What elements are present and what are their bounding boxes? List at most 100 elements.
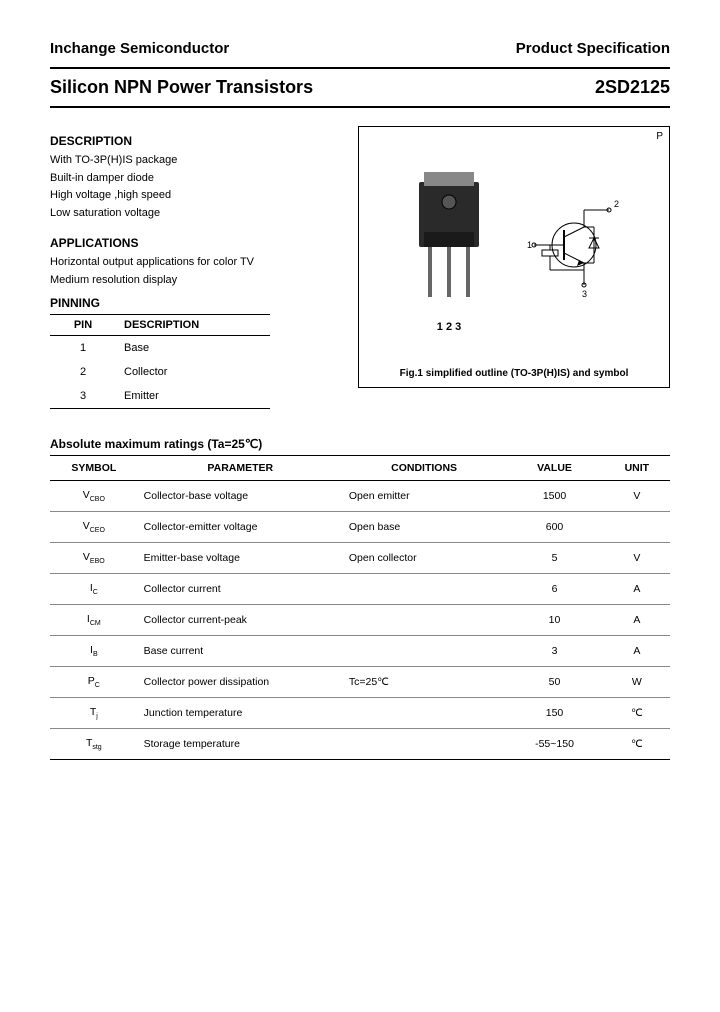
description-head: DESCRIPTION: [50, 134, 348, 148]
col-value: VALUE: [505, 455, 603, 480]
figure-caption: Fig.1 simplified outline (TO-3P(H)IS) an…: [359, 368, 669, 379]
corner-mark: P: [656, 131, 663, 142]
ratings-row: ICCollector current 6A: [50, 573, 670, 604]
desc-col-head: DESCRIPTION: [116, 314, 270, 335]
rating-param: Collector current: [138, 573, 343, 604]
ratings-row: PCCollector power dissipationTc=25℃50W: [50, 667, 670, 698]
rating-value: 50: [505, 667, 603, 698]
rating-param: Collector power dissipation: [138, 667, 343, 698]
ratings-row: TjJunction temperature 150℃: [50, 698, 670, 729]
ratings-row: VCEOCollector-emitter voltageOpen base60…: [50, 511, 670, 542]
rating-cond: [343, 729, 505, 760]
rating-unit: V: [604, 480, 670, 511]
rating-symbol: IC: [50, 573, 138, 604]
desc-item: Low saturation voltage: [50, 205, 348, 223]
doc-type: Product Specification: [516, 40, 670, 57]
terminal-2-label: 2: [614, 199, 619, 209]
rating-value: 5: [505, 542, 603, 573]
rating-param: Collector-emitter voltage: [138, 511, 343, 542]
rating-unit: A: [604, 604, 670, 635]
transistor-symbol-icon: 1 2 3: [524, 190, 624, 300]
rating-unit: [604, 511, 670, 542]
description-list: With TO-3P(H)IS package Built-in damper …: [50, 152, 348, 222]
part-number: 2SD2125: [595, 77, 670, 98]
applications-head: APPLICATIONS: [50, 236, 348, 250]
pin-desc: Collector: [116, 360, 270, 384]
pin-num: 1: [50, 335, 116, 360]
rating-unit: V: [604, 542, 670, 573]
rating-cond: [343, 698, 505, 729]
rating-cond: Open base: [343, 511, 505, 542]
pin-desc: Emitter: [116, 384, 270, 409]
rating-cond: Open collector: [343, 542, 505, 573]
terminal-1-label: 1: [527, 240, 532, 250]
rating-value: 600: [505, 511, 603, 542]
top-content: DESCRIPTION With TO-3P(H)IS package Buil…: [50, 126, 670, 409]
datasheet-page: Inchange Semiconductor Product Specifica…: [0, 0, 720, 800]
ratings-table: SYMBOL PARAMETER CONDITIONS VALUE UNIT V…: [50, 455, 670, 761]
ratings-row: VEBOEmitter-base voltageOpen collector5V: [50, 542, 670, 573]
rating-value: 3: [505, 636, 603, 667]
rating-symbol: ICM: [50, 604, 138, 635]
rating-value: 150: [505, 698, 603, 729]
applications-list: Horizontal output applications for color…: [50, 254, 348, 289]
rating-symbol: PC: [50, 667, 138, 698]
package-drawing: 1 2 3: [404, 162, 494, 333]
ratings-title: Absolute maximum ratings (Ta=25℃): [50, 437, 670, 451]
rating-unit: A: [604, 636, 670, 667]
desc-item: With TO-3P(H)IS package: [50, 152, 348, 170]
rating-value: 1500: [505, 480, 603, 511]
pin-row: 3 Emitter: [50, 384, 270, 409]
rating-unit: ℃: [604, 698, 670, 729]
app-item: Medium resolution display: [50, 272, 348, 290]
rating-unit: W: [604, 667, 670, 698]
pinning-head: PINNING: [50, 296, 348, 310]
pin-num: 2: [50, 360, 116, 384]
pin-labels: 1 2 3: [404, 321, 494, 333]
pinning-table: PIN DESCRIPTION 1 Base 2 Collector 3 Emi…: [50, 314, 270, 409]
rating-symbol: VEBO: [50, 542, 138, 573]
pin-row: 2 Collector: [50, 360, 270, 384]
col-symbol: SYMBOL: [50, 455, 138, 480]
company-name: Inchange Semiconductor: [50, 40, 229, 57]
rating-symbol: Tstg: [50, 729, 138, 760]
rating-symbol: VCBO: [50, 480, 138, 511]
rating-param: Junction temperature: [138, 698, 343, 729]
terminal-3-label: 3: [582, 289, 587, 299]
pin-num: 3: [50, 384, 116, 409]
rating-param: Storage temperature: [138, 729, 343, 760]
pin-row: 1 Base: [50, 335, 270, 360]
ratings-row: VCBOCollector-base voltageOpen emitter15…: [50, 480, 670, 511]
app-item: Horizontal output applications for color…: [50, 254, 348, 272]
rating-param: Base current: [138, 636, 343, 667]
rating-cond: [343, 573, 505, 604]
col-cond: CONDITIONS: [343, 455, 505, 480]
ratings-row: IBBase current3A: [50, 636, 670, 667]
pin-col-head: PIN: [50, 314, 116, 335]
rating-param: Collector-base voltage: [138, 480, 343, 511]
ratings-row: ICMCollector current-peak10A: [50, 604, 670, 635]
product-family: Silicon NPN Power Transistors: [50, 77, 313, 98]
rating-value: -55~150: [505, 729, 603, 760]
rating-unit: A: [604, 573, 670, 604]
rating-cond: [343, 604, 505, 635]
rating-value: 10: [505, 604, 603, 635]
rating-param: Emitter-base voltage: [138, 542, 343, 573]
rating-symbol: Tj: [50, 698, 138, 729]
rating-cond: [343, 636, 505, 667]
desc-item: Built-in damper diode: [50, 170, 348, 188]
rating-cond: Tc=25℃: [343, 667, 505, 698]
title-bar: Silicon NPN Power Transistors 2SD2125: [50, 67, 670, 108]
rating-unit: ℃: [604, 729, 670, 760]
col-unit: UNIT: [604, 455, 670, 480]
rating-value: 6: [505, 573, 603, 604]
figure-box: P 1 2 3: [358, 126, 670, 388]
to3p-package-icon: [404, 162, 494, 312]
col-param: PARAMETER: [138, 455, 343, 480]
left-column: DESCRIPTION With TO-3P(H)IS package Buil…: [50, 126, 348, 409]
package-area: 1 2 3: [404, 162, 624, 333]
schematic-symbol: 1 2 3: [524, 190, 624, 305]
rating-symbol: VCEO: [50, 511, 138, 542]
pin-desc: Base: [116, 335, 270, 360]
ratings-row: TstgStorage temperature -55~150℃: [50, 729, 670, 760]
